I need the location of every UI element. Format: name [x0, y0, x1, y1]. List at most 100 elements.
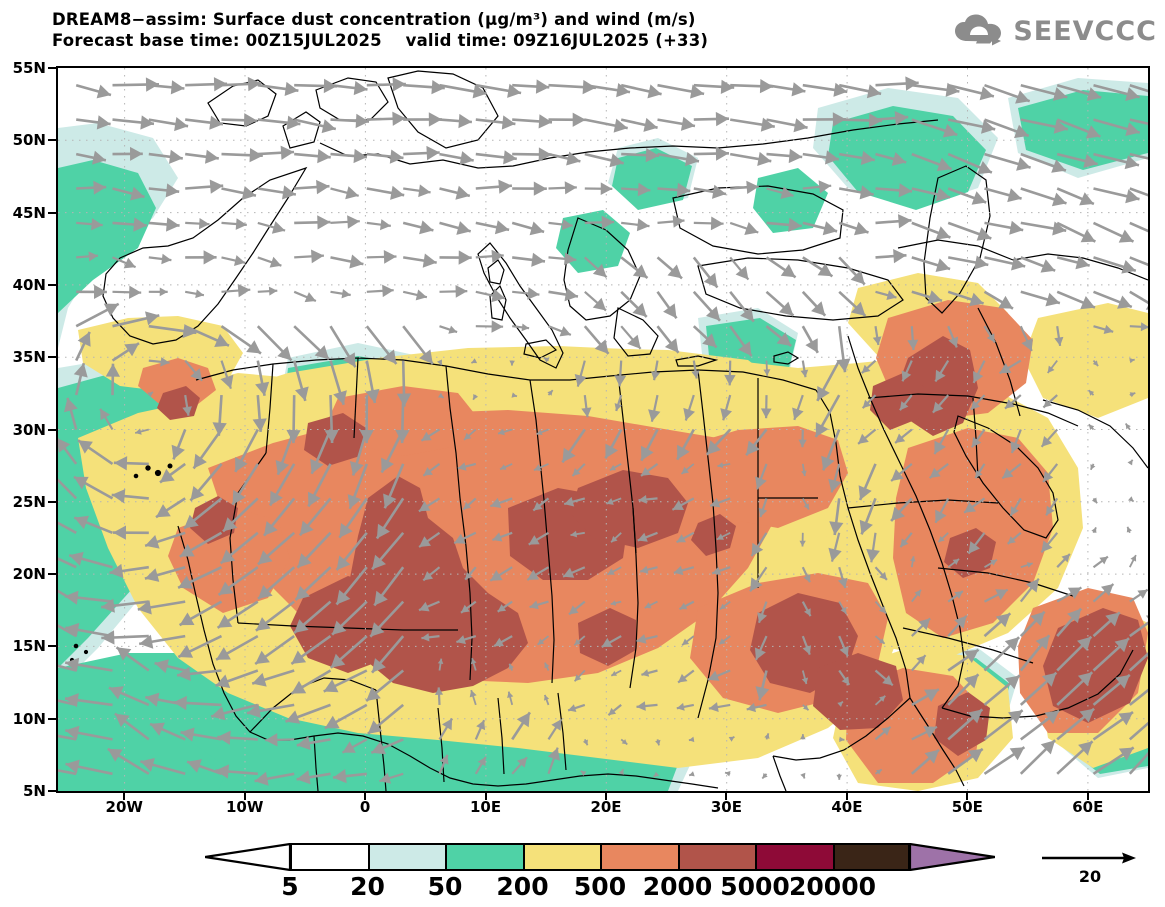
- wind-arrow-head: [255, 650, 270, 664]
- wind-arrow-head: [1101, 584, 1114, 596]
- wind-arrow-head: [971, 191, 987, 205]
- wind-arrow-head: [715, 146, 729, 161]
- colorbar-band[interactable]: [367, 843, 445, 871]
- wind-arrow-head: [349, 461, 364, 476]
- colorbar-band[interactable]: [832, 843, 910, 871]
- colorbar[interactable]: [205, 843, 995, 871]
- wind-arrow-head: [179, 612, 195, 626]
- wind-arrow-head: [564, 287, 578, 302]
- wind-arrow-head: [837, 701, 843, 707]
- longitude-tick-mark: [845, 792, 848, 800]
- wind-arrow-head: [291, 680, 307, 694]
- wind-arrow-head: [330, 653, 346, 668]
- wind-arrow-head: [702, 333, 717, 348]
- wind-arrow-head: [717, 462, 724, 469]
- wind-arrow-head: [636, 634, 647, 644]
- wind-arrow-head: [544, 662, 550, 669]
- latitude-tick-label: 35N: [12, 348, 46, 367]
- map-plot-area[interactable]: [56, 66, 1150, 793]
- wind-arrow-head: [333, 390, 347, 405]
- wind-arrow-head: [866, 548, 880, 563]
- wind-arrow-head: [323, 78, 337, 94]
- wind-arrow-head: [166, 217, 180, 232]
- colorbar-labels: 5 20 50 200 500 2000 5000 20000: [0, 872, 1165, 902]
- colorbar-band[interactable]: [445, 843, 523, 871]
- wind-arrow-head: [422, 253, 437, 268]
- wind-arrow-head: [614, 375, 627, 387]
- wind-arrow-head: [1079, 192, 1094, 206]
- wind-arrow-head: [508, 663, 514, 670]
- wind-arrow-head: [757, 151, 772, 166]
- wind-arrow-head: [758, 507, 768, 517]
- wind-arrow-head: [942, 124, 958, 138]
- wind-arrow-head: [974, 255, 989, 270]
- wind-arrow-head: [74, 515, 89, 530]
- latitude-tick-label: 10N: [12, 709, 46, 728]
- wind-arrow-head: [234, 255, 246, 266]
- wind-arrow-head: [379, 772, 392, 784]
- wind-arrow-head: [507, 83, 522, 98]
- wind-arrow-head: [882, 675, 893, 686]
- wind-arrow-head: [527, 569, 540, 580]
- wind-arrow-head: [1077, 672, 1093, 687]
- wind-arrow-head: [199, 218, 210, 230]
- wind-arrow-head: [498, 428, 505, 436]
- wind-vector-field: [58, 76, 1148, 786]
- wind-arrow-head: [533, 181, 547, 196]
- wind-arrow-head: [800, 772, 806, 779]
- colorbar-band[interactable]: [755, 843, 833, 871]
- latitude-tick-label: 15N: [12, 637, 46, 656]
- colorbar-band[interactable]: [677, 843, 755, 871]
- wind-arrow-head: [792, 407, 804, 420]
- wind-arrow-head: [381, 457, 394, 473]
- wind-arrow-shaft: [58, 521, 77, 534]
- wind-arrow-head: [802, 645, 812, 655]
- wind-arrow-head: [178, 644, 194, 658]
- longitude-tick-label: 60E: [1072, 798, 1104, 816]
- wind-arrow-head: [295, 585, 310, 600]
- wind-arrow-head: [187, 759, 202, 773]
- latitude-tick-mark: [48, 573, 56, 576]
- wind-arrow-head: [370, 622, 385, 637]
- wind-arrow-head: [286, 115, 301, 130]
- longitude-tick-label: 30E: [710, 798, 742, 816]
- longitude-tick-mark: [243, 792, 246, 800]
- wind-arrow-head: [160, 357, 170, 367]
- wind-arrow-head: [455, 185, 470, 200]
- colorbar-band[interactable]: [290, 843, 368, 871]
- colorbar-band[interactable]: [600, 843, 678, 871]
- colorbar-tick-label: 20000: [789, 872, 876, 901]
- wind-arrow-head: [825, 150, 839, 165]
- wind-arrow-head: [574, 639, 581, 646]
- wind-arrow-shaft: [58, 557, 77, 569]
- wind-arrow-head: [537, 638, 545, 645]
- wind-arrow-head: [677, 444, 690, 460]
- wind-arrow-head: [680, 116, 695, 131]
- wind-arrow-head: [353, 80, 368, 96]
- wind-arrow-head: [640, 565, 649, 574]
- colorbar-band[interactable]: [522, 843, 600, 871]
- wind-arrow-head: [876, 769, 882, 775]
- wind-arrow-head: [455, 285, 468, 298]
- wind-arrow-head: [195, 289, 204, 299]
- wind-arrow-head: [611, 535, 618, 543]
- wind-arrow-head: [954, 615, 967, 629]
- wind-arrow-head: [180, 727, 195, 742]
- wind-arrow-head: [538, 147, 552, 162]
- wind-arrow-head: [728, 736, 735, 742]
- wind-arrow-head: [1118, 712, 1133, 726]
- wind-arrow-shaft: [1129, 290, 1148, 305]
- wind-arrow-head: [470, 658, 477, 665]
- wind-arrow-head: [215, 674, 231, 688]
- wind-arrow-head: [93, 180, 107, 195]
- wind-arrow-head: [651, 371, 661, 381]
- wind-arrow-head: [64, 397, 78, 413]
- wind-arrow-head: [1129, 358, 1135, 364]
- wind-arrow-head: [421, 633, 430, 642]
- wind-arrow-head: [458, 250, 472, 265]
- wind-arrow-head: [606, 498, 614, 505]
- wind-arrow-shaft: [1128, 688, 1148, 706]
- latitude-tick-mark: [48, 717, 56, 720]
- wind-arrow-head: [160, 468, 175, 483]
